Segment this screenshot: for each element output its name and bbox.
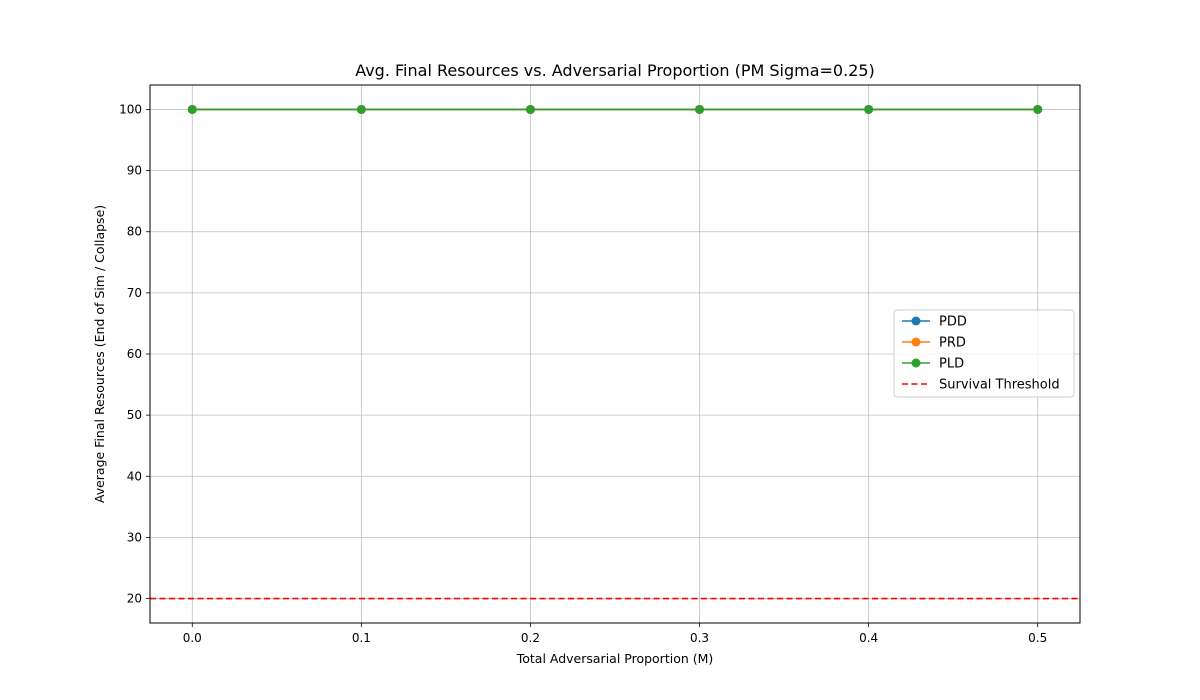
x-axis-title: Total Adversarial Proportion (M) — [516, 651, 714, 666]
x-tick-label: 0.5 — [1028, 631, 1047, 645]
y-tick-label: 20 — [127, 592, 142, 606]
legend-label-pld: PLD — [939, 357, 964, 372]
chart-title: Avg. Final Resources vs. Adversarial Pro… — [355, 61, 875, 80]
x-axis: 0.0 0.1 0.2 0.3 0.4 0.5 — [183, 623, 1047, 645]
legend-label-prd: PRD — [939, 336, 966, 351]
data-point-pld — [864, 104, 874, 114]
legend-box — [893, 309, 1075, 398]
data-point-pld — [187, 104, 197, 114]
legend-marker-pdd — [911, 316, 921, 326]
legend-label-survival-threshold: Survival Threshold — [939, 378, 1060, 393]
legend-marker-prd — [911, 337, 921, 347]
legend-marker-pld — [911, 358, 921, 368]
data-point-pld — [1033, 104, 1043, 114]
x-tick-label: 0.1 — [352, 631, 371, 645]
y-tick-label: 40 — [127, 469, 142, 483]
y-axis: 20 30 40 50 60 70 80 90 100 — [119, 102, 150, 606]
x-tick-label: 0.2 — [521, 631, 540, 645]
legend: PDD PRD PLD Survival Threshold — [893, 309, 1075, 398]
y-tick-label: 30 — [127, 530, 142, 544]
x-tick-label: 0.0 — [183, 631, 202, 645]
y-tick-label: 80 — [127, 225, 142, 239]
x-tick-label: 0.4 — [859, 631, 878, 645]
x-tick-label: 0.3 — [690, 631, 709, 645]
y-tick-label: 50 — [127, 408, 142, 422]
data-point-pld — [525, 104, 535, 114]
y-axis-title: Average Final Resources (End of Sim / Co… — [92, 205, 107, 503]
data-point-pld — [695, 104, 705, 114]
legend-label-pdd: PDD — [939, 315, 967, 330]
y-tick-label: 70 — [127, 286, 142, 300]
y-tick-label: 100 — [119, 102, 142, 116]
y-tick-label: 60 — [127, 347, 142, 361]
series-layer — [187, 104, 1043, 114]
y-tick-label: 90 — [127, 164, 142, 178]
data-point-pld — [356, 104, 366, 114]
